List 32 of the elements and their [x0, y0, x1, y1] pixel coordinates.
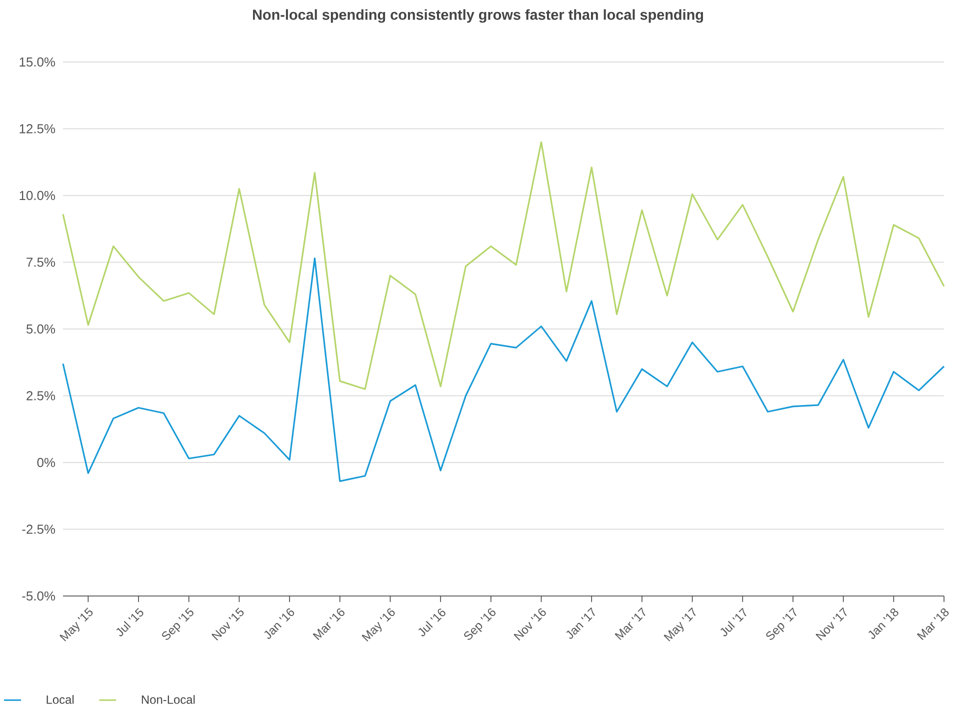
y-tick-label: 15.0%	[20, 57, 56, 67]
x-tick-label: Jul '17	[720, 608, 746, 636]
y-tick-label: 5.0%	[26, 324, 56, 334]
x-tick-label: Nov '16	[514, 608, 546, 641]
y-tick-label: 7.5%	[26, 258, 56, 267]
x-tick-label: Mar '16	[312, 608, 344, 640]
y-tick-label: -5.0%	[22, 591, 56, 601]
line-series	[62, 257, 945, 482]
x-tick-label: Nov '15	[212, 608, 244, 640]
x-tick-label: Mar '18	[916, 608, 949, 640]
legend-label: Non-Local	[142, 695, 195, 704]
legend-label: Local	[46, 695, 74, 704]
x-tick-label: Sep '16	[464, 608, 496, 640]
x-tick-label: Mar '17	[614, 607, 646, 640]
y-tick-label: 12.5%	[20, 124, 56, 134]
x-tick-label: Jul '16	[418, 608, 446, 636]
x-tick-label: Sep '17	[766, 608, 796, 640]
y-tick-label: 10.0%	[20, 190, 56, 200]
x-tick-label: May '16	[362, 608, 395, 642]
y-tick-label: 2.5%	[26, 391, 56, 400]
y-tick-label: 0%	[37, 458, 56, 468]
x-tick-label: Nov '17	[816, 607, 847, 640]
chart-title: Non-local spending consistently grows faster than local spending	[253, 9, 703, 23]
line-series	[62, 141, 945, 390]
x-tick-label: May '17	[664, 607, 696, 642]
x-tick-label: Jan '17	[566, 607, 595, 639]
x-tick-label: Sep '15	[162, 608, 194, 640]
x-tick-label: May '15	[60, 608, 93, 642]
x-tick-label: Jul '15	[116, 608, 144, 636]
x-tick-label: Jan '16	[264, 608, 294, 639]
y-tick-label: -2.5%	[22, 524, 56, 534]
x-tick-label: Jan '18	[868, 608, 898, 639]
